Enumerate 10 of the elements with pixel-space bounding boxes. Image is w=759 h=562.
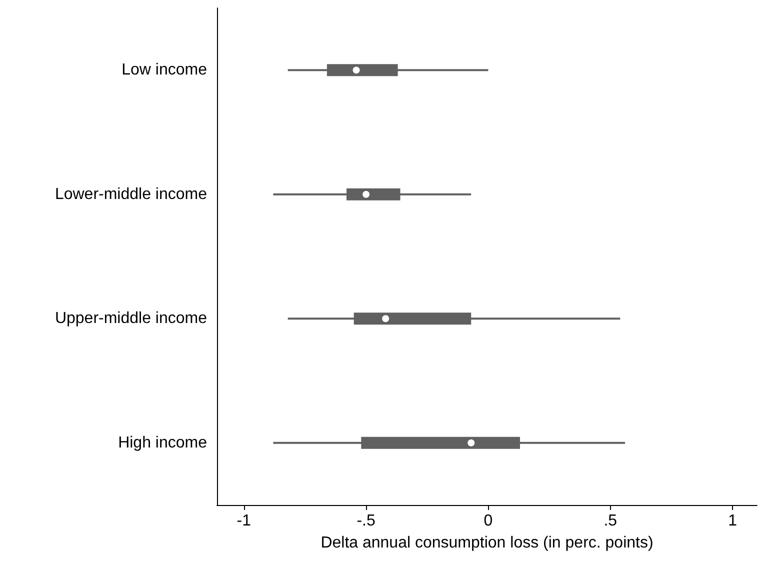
y-tick-label: Lower-middle income (54, 186, 208, 203)
x-tick-label: 0 (484, 512, 493, 530)
y-tick-label: Low income (122, 62, 208, 79)
x-tick-label: .5 (604, 512, 618, 530)
x-tick-label: -.5 (356, 512, 376, 530)
x-axis-title: Delta annual consumption loss (in perc. points) (320, 534, 654, 552)
x-tick-label: 1 (728, 512, 738, 530)
y-tick-label: High income (118, 434, 208, 452)
y-tick-label: Upper-middle income (54, 310, 208, 328)
x-tick-label: -1 (236, 512, 252, 530)
